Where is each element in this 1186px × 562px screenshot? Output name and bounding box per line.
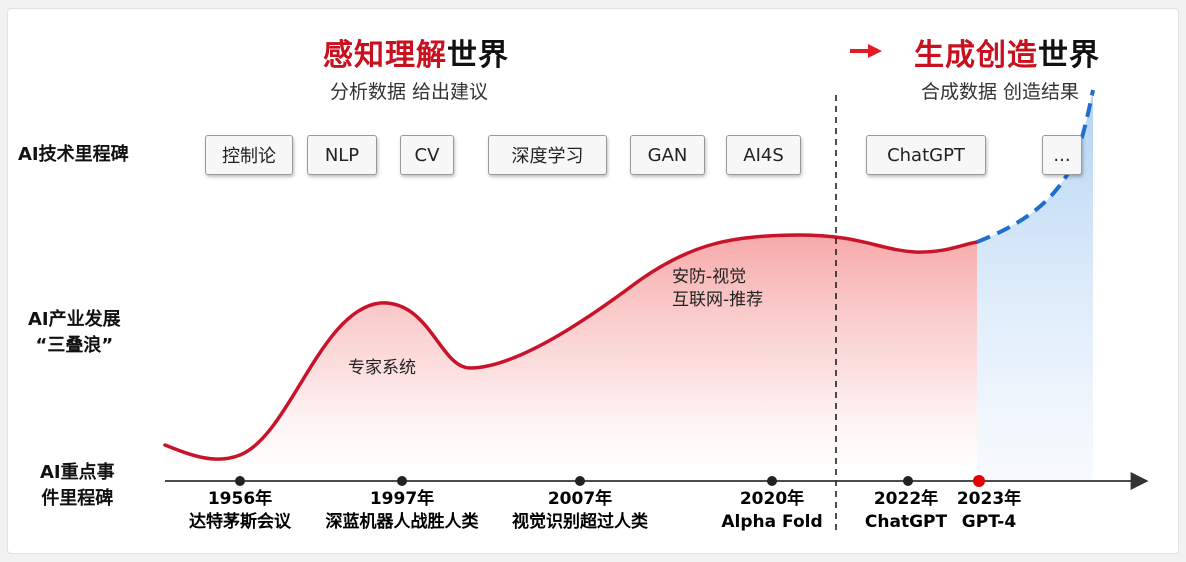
event-year: 1956年 [207,489,273,509]
event-dot [903,476,913,486]
row-label-events-line2: 件里程碑 [41,488,114,509]
row-label-industry-line2: “三叠浪” [35,335,114,356]
event-label-2020: 2020年 Alpha Fold [721,488,822,534]
wave-label-line2: 互联网-推荐 [672,290,764,310]
tech-box-chatgpt: ChatGPT [866,135,986,175]
row-label-industry: AI产业发展 “三叠浪” [28,307,121,359]
row-label-industry-line1: AI产业发展 [28,309,121,330]
event-label-2022: 2022年 ChatGPT [865,488,947,534]
wave-area-fill [165,235,977,481]
transition-arrow-icon [850,44,882,58]
header-right-subtitle: 合成数据 创造结果 [921,81,1080,103]
header-left-black: 世界 [447,38,509,73]
event-year: 2007年 [547,489,613,509]
header-right-red: 生成创造 [914,38,1038,73]
event-desc: ChatGPT [864,512,948,532]
tech-box-nlp: NLP [307,135,377,175]
tech-box-cybernetics: 控制论 [205,135,293,175]
event-dot [575,476,585,486]
wave-label-expert-systems: 专家系统 [348,358,416,378]
header-right-black: 世界 [1038,38,1100,73]
event-label-1997: 1997年 深蓝机器人战胜人类 [326,488,479,534]
row-label-events: AI重点事 件里程碑 [40,460,115,512]
header-left-subtitle: 分析数据 给出建议 [330,81,489,103]
event-dot-current [973,475,985,487]
wave-curve [163,233,979,461]
event-desc: 视觉识别超过人类 [512,512,648,532]
event-desc: GPT-4 [961,512,1017,532]
event-dot [235,476,245,486]
tech-box-deep-learning: 深度学习 [488,135,607,175]
tech-box-cv: CV [400,135,454,175]
event-year: 2020年 [739,489,805,509]
event-dot [767,476,777,486]
event-label-2007: 2007年 视觉识别超过人类 [512,488,648,534]
event-dot [397,476,407,486]
future-area-fill [977,90,1093,481]
event-label-2023: 2023年 GPT-4 [957,488,1021,534]
event-desc: Alpha Fold [721,512,823,532]
row-label-tech: AI技术里程碑 [18,144,129,165]
event-desc: 达特茅斯会议 [189,512,291,532]
row-label-events-line1: AI重点事 [40,462,115,483]
header-right-title: 生成创造世界 [914,30,1100,74]
event-desc: 深蓝机器人战胜人类 [325,512,479,532]
tech-box-ai4s: AI4S [726,135,801,175]
wave-label-line1: 安防-视觉 [672,267,747,287]
event-label-1956: 1956年 达特茅斯会议 [189,488,291,534]
event-year: 2023年 [956,489,1022,509]
tech-box-more: ... [1042,135,1082,175]
tech-box-gan: GAN [630,135,705,175]
event-year: 1997年 [369,489,435,509]
header-left-red: 感知理解 [323,38,447,73]
wave-label-vision-recommendation: 安防-视觉 互联网-推荐 [672,266,763,312]
event-year: 2022年 [873,489,939,509]
header-left-title: 感知理解世界 [323,30,509,74]
